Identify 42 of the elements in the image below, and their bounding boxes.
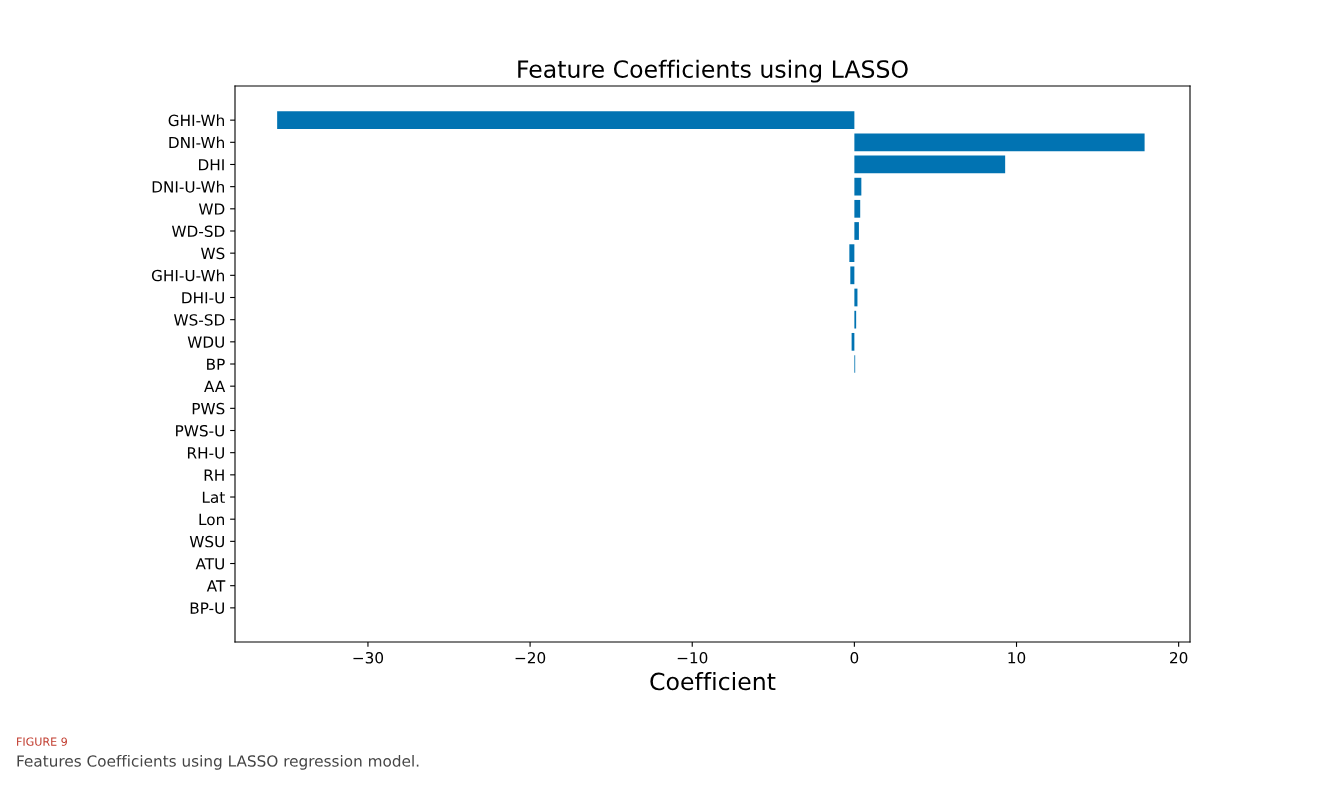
x-tick-label: −30 bbox=[353, 651, 384, 664]
x-axis-title: Coefficient bbox=[650, 672, 776, 691]
y-tick-label: DHI bbox=[199, 159, 224, 171]
y-tick-label: Lat bbox=[202, 491, 225, 504]
chart-title: Feature Coefficients using LASSO bbox=[518, 59, 908, 83]
x-tick-label: 10 bbox=[1008, 651, 1026, 664]
y-tick-label: ATU bbox=[195, 558, 224, 570]
y-tick-label: RH-U bbox=[187, 447, 224, 459]
caption: FIGURE 9 bbox=[17, 737, 67, 746]
bar bbox=[854, 222, 859, 240]
x-tick-label: −10 bbox=[677, 651, 708, 664]
y-tick-label: WSU bbox=[189, 535, 224, 548]
bar bbox=[277, 111, 855, 130]
x-tick-label: 20 bbox=[1170, 651, 1188, 664]
y-tick-label: DHI-U bbox=[182, 292, 224, 304]
y-tick-label: DNI-U-Wh bbox=[152, 180, 224, 193]
x-tick-label: −20 bbox=[515, 651, 546, 664]
y-tick-label: AA bbox=[204, 380, 226, 392]
bar bbox=[854, 177, 862, 196]
y-tick-label: Lon bbox=[199, 513, 224, 526]
bar bbox=[854, 288, 858, 307]
y-tick-label: GHI-U-Wh bbox=[151, 269, 224, 282]
y-tick-label: WS bbox=[200, 247, 225, 260]
y-tick-label: PWS-U bbox=[176, 424, 224, 437]
x-tick-label: 0 bbox=[850, 651, 859, 664]
bar bbox=[854, 199, 861, 218]
text: Features Coefficients using LASSO regression model. bbox=[17, 754, 419, 770]
y-tick-label: BP bbox=[207, 358, 225, 370]
y-tick-label: PWS bbox=[192, 402, 225, 415]
y-tick-label: WS-SD bbox=[174, 314, 225, 326]
y-tick-label: DNI-Wh bbox=[169, 136, 224, 149]
y-tick-label: BP-U bbox=[190, 602, 224, 614]
bar bbox=[849, 244, 855, 263]
y-tick-label: GHI-Wh bbox=[168, 114, 224, 127]
bar bbox=[854, 133, 1145, 152]
y-tick-label: WDU bbox=[187, 336, 224, 348]
y-tick-label: RH bbox=[204, 469, 224, 481]
bar bbox=[850, 266, 855, 285]
bar bbox=[854, 155, 1006, 174]
y-tick-label: AT bbox=[206, 580, 226, 592]
y-tick-label: WD-SD bbox=[171, 225, 225, 238]
y-tick-label: WD bbox=[198, 203, 225, 215]
